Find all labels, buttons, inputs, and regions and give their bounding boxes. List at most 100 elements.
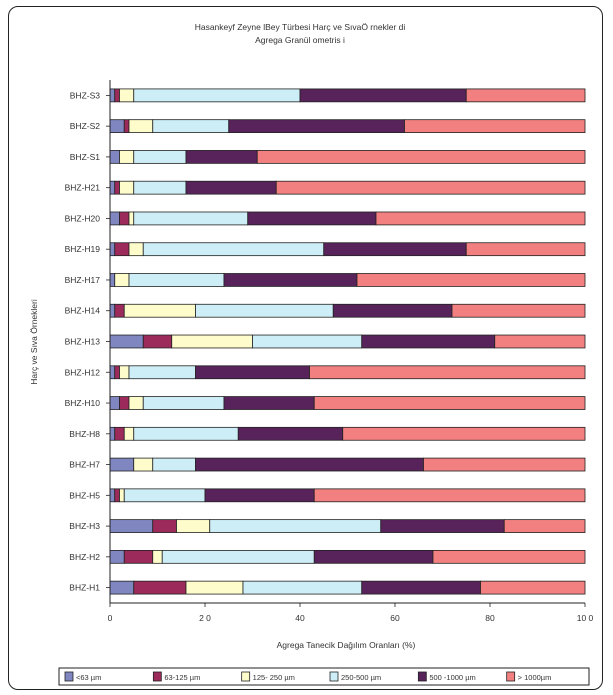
bar-bhz-h20-s0 [109, 211, 120, 226]
legend-label: > 1000µm [518, 673, 552, 682]
bar-bhz-h20-s3 [133, 211, 249, 226]
bar-bhz-h8-s2 [123, 426, 135, 441]
bar-bhz-h21-s5 [275, 180, 586, 195]
bar-bhz-h13-s2 [171, 334, 253, 349]
bar-bhz-h5-s1 [114, 488, 120, 503]
bar-bhz-s3-s4 [299, 88, 467, 103]
bar-bhz-s1-s4 [185, 150, 258, 164]
bar-bhz-h8-s0 [109, 426, 116, 441]
y-axis-title: Harç ve Sıva Örnekleri [29, 299, 39, 385]
y-tick-label: BHZ-H3 [69, 521, 100, 531]
bar-bhz-h14-s5 [451, 303, 586, 318]
bar-bhz-h21-s4 [185, 180, 277, 195]
bar-bhz-s3-s0 [109, 88, 116, 103]
x-tick-label: 80 [485, 613, 495, 623]
chart-title-line-2: Agrega Granül ometris i [255, 35, 345, 45]
y-tick-label: BHZ-H5 [69, 490, 100, 500]
bar-bhz-h12-s0 [109, 365, 116, 380]
bar-bhz-h20-s1 [119, 211, 130, 226]
bar-bhz-h19-s2 [128, 242, 144, 257]
x-tick-label: 60 [390, 613, 400, 623]
y-tick-label: BHZ-H8 [69, 429, 100, 439]
bar-bhz-h12-s5 [309, 365, 586, 380]
bar-bhz-h19-s5 [465, 242, 586, 257]
bar-bhz-s3-s5 [465, 88, 586, 103]
bar-bhz-s2-s4 [228, 119, 405, 134]
bar-bhz-h7-s3 [152, 457, 196, 472]
bar-bhz-h1-s3 [242, 580, 363, 595]
bar-bhz-h10-s0 [109, 396, 120, 410]
x-tick-label: 40 [295, 613, 305, 623]
bars-layer [109, 88, 586, 595]
bar-bhz-h2-s0 [109, 549, 125, 564]
axis-layer: BHZ-H1 BHZ-H2 BHZ-H3 BHZ-H5 BHZ-H7 BHZ-H8 BHZ-… [65, 80, 594, 623]
y-tick-label: BHZ-H21 [65, 183, 101, 193]
bar-bhz-h5-s3 [123, 488, 206, 503]
legend-swatch [64, 671, 74, 682]
bar-bhz-h8-s4 [237, 426, 344, 441]
bar-bhz-s1-s2 [119, 150, 135, 164]
y-tick-label: BHZ-H17 [65, 275, 101, 285]
legend-label: 125- 250 µm [253, 673, 295, 682]
bar-bhz-h13-s1 [142, 334, 173, 349]
bar-bhz-h14-s0 [109, 303, 116, 318]
y-tick-label: BHZ-H2 [69, 552, 100, 562]
bar-bhz-h14-s3 [195, 303, 334, 318]
bar-bhz-h3-s1 [152, 519, 177, 533]
bar-bhz-h21-s3 [133, 180, 187, 195]
bar-bhz-h17-s3 [128, 273, 225, 287]
bar-bhz-h1-s5 [480, 580, 586, 595]
legend-swatch [506, 671, 516, 682]
bar-bhz-h5-s2 [119, 488, 125, 503]
bar-bhz-h3-s4 [380, 519, 505, 533]
bar-bhz-s2-s0 [109, 119, 125, 134]
bar-bhz-h13-s4 [361, 334, 496, 349]
x-axis-title: Agrega Tanecik Dağılım Oranları (%) [277, 640, 416, 650]
bar-bhz-h12-s2 [119, 365, 130, 380]
legend-label: <63 µm [76, 673, 101, 682]
bar-bhz-h7-s0 [109, 457, 135, 472]
bar-bhz-h13-s0 [109, 334, 144, 349]
bar-bhz-h14-s2 [123, 303, 196, 318]
legend-box [58, 667, 590, 686]
y-tick-label: BHZ-H12 [65, 367, 101, 377]
bar-bhz-s1-s5 [256, 150, 586, 164]
y-tick-label: BHZ-S2 [70, 121, 101, 131]
bar-bhz-h1-s1 [133, 580, 187, 595]
legend-swatch [329, 671, 339, 682]
bar-bhz-h20-s2 [128, 211, 135, 226]
bar-bhz-h21-s2 [119, 180, 135, 195]
y-tick-label: BHZ-H20 [65, 213, 101, 223]
bar-bhz-h5-s5 [313, 488, 586, 503]
bar-bhz-h20-s5 [375, 211, 586, 226]
bar-bhz-h3-s0 [109, 519, 154, 533]
x-tick-label: 0 [108, 613, 113, 623]
legend-label: 500 -1000 µm [429, 673, 475, 682]
bar-bhz-h19-s4 [323, 242, 467, 257]
bar-bhz-h12-s3 [128, 365, 196, 380]
bar-bhz-h2-s1 [123, 549, 154, 564]
bar-bhz-h21-s1 [114, 180, 120, 195]
bar-bhz-s1-s3 [133, 150, 187, 164]
bar-bhz-h17-s5 [356, 273, 586, 287]
bar-bhz-h1-s2 [185, 580, 244, 595]
bar-bhz-h19-s1 [114, 242, 130, 257]
y-tick-label: BHZ-H10 [65, 398, 101, 408]
legend-swatch [241, 671, 251, 682]
bar-bhz-h10-s4 [223, 396, 315, 410]
legend-swatch [152, 671, 162, 682]
bar-bhz-h7-s2 [133, 457, 154, 472]
bar-bhz-h19-s3 [142, 242, 325, 257]
bar-bhz-h1-s4 [361, 580, 481, 595]
bar-bhz-s3-s1 [114, 88, 120, 103]
bar-bhz-h17-s4 [223, 273, 358, 287]
bar-bhz-h5-s0 [109, 488, 116, 503]
y-tick-label: BHZ-H1 [69, 583, 100, 593]
bar-bhz-s3-s2 [119, 88, 135, 103]
bar-bhz-h1-s0 [109, 580, 135, 595]
legend: <63 µm 63-125 µm 125- 250 µm 250-500 µm 500 … [58, 667, 590, 686]
bar-bhz-h12-s4 [195, 365, 310, 380]
bar-bhz-h3-s3 [209, 519, 382, 533]
bar-bhz-h7-s4 [195, 457, 424, 472]
legend-label: 63-125 µm [164, 673, 200, 682]
